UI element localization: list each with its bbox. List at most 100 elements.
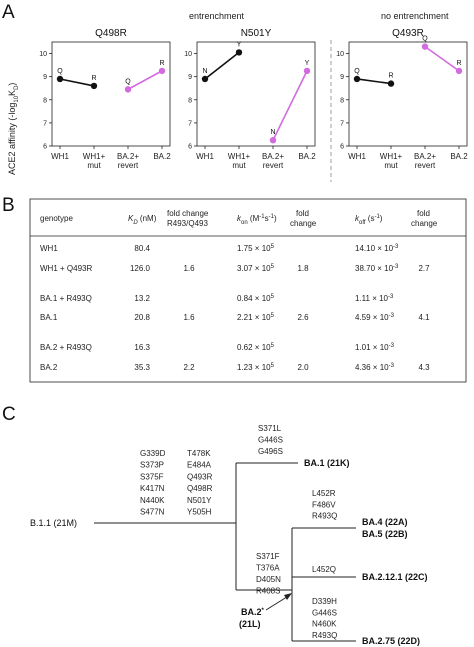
y-tick-label: 7	[188, 120, 192, 127]
leaf-ba1: BA.1 (21K)	[304, 458, 350, 468]
cell-kon: 2.21 × 105	[237, 313, 275, 322]
leaf-ba275: BA.2.75 (22D)	[362, 636, 420, 646]
y-tick-label: 10	[336, 51, 344, 58]
mutation-label: T376A	[256, 564, 280, 573]
y-tick-label: 9	[43, 74, 47, 81]
cell-genotype: WH1	[40, 244, 58, 253]
point-label: N	[202, 68, 207, 75]
mutations-ba45: L452R F486V R493Q	[312, 489, 337, 521]
cell-koff: 4.36 × 10-3	[355, 363, 395, 372]
header-koff: koff (s-1)	[355, 214, 383, 226]
mutation-label: N460K	[312, 620, 337, 629]
cell-fold-koff: 4.1	[418, 313, 430, 322]
mutations-ba2: S371F T376A D405N R408S	[256, 552, 281, 596]
table-row: WH1 80.4 1.75 × 105 14.10 × 10-3	[40, 244, 399, 253]
y-tick-label: 9	[340, 74, 344, 81]
x-tick-label: BA.2+	[117, 152, 139, 161]
point-label: R	[456, 60, 461, 67]
mutation-label: F486V	[312, 500, 336, 509]
mutation-label: Y505H	[187, 508, 212, 517]
cell-kon: 3.07 × 105	[237, 264, 275, 273]
mutation-label: E484A	[187, 461, 212, 470]
panel-label-c: C	[2, 404, 16, 425]
mutations-ba2121: L452Q	[312, 565, 336, 574]
mutation-label: T478K	[187, 449, 211, 458]
mutation-label: S371F	[256, 552, 280, 561]
mutation-label: G339D	[140, 449, 166, 458]
panel-label-b: B	[2, 195, 15, 216]
cell-koff: 38.70 × 10-3	[355, 264, 399, 273]
y-tick-label: 10	[184, 51, 192, 58]
cell-fold-kon: 1.8	[297, 264, 309, 273]
series-line	[127, 70, 163, 91]
cell-kon: 1.75 × 105	[237, 244, 275, 253]
header-fold-change-2b: change	[290, 219, 317, 228]
data-point	[124, 86, 132, 93]
cell-genotype: BA.2	[40, 363, 58, 372]
point-label: R	[91, 75, 96, 82]
mutation-label: S373P	[140, 461, 164, 470]
data-point	[303, 67, 311, 75]
x-tick-label: mut	[384, 161, 398, 170]
x-tick-label: BA.2	[153, 152, 171, 161]
header-fold-change-3b: change	[411, 219, 438, 228]
chart-title: Q498R	[95, 28, 127, 39]
plot-frame	[348, 41, 468, 147]
plot-frame	[196, 41, 316, 147]
cell-kon: 1.23 × 105	[237, 363, 275, 372]
leaf-ba2121: BA.2.12.1 (22C)	[362, 572, 428, 582]
mutation-label: D405N	[256, 575, 281, 584]
y-tick-label: 8	[43, 97, 47, 104]
y-tick-label: 10	[39, 51, 47, 58]
chart-n501y: N501Y 6 7 8 9 10 WH1 WH1+mut BA.2+revert BA.2 N Y N Y	[184, 28, 316, 170]
header-genotype: genotype	[40, 214, 73, 223]
cell-kon: 0.84 × 105	[237, 294, 275, 303]
data-point	[235, 49, 243, 56]
mutations-ba275: D339H G446S N460K R493Q	[312, 597, 337, 640]
header-fold-change-1b: R493/Q493	[167, 219, 208, 228]
header-kon: kon (M-1s-1)	[237, 214, 277, 226]
point-label: Q	[422, 36, 428, 43]
table-row: BA.2 35.3 2.2 1.23 × 105 2.0 4.36 × 10-3 4.3	[40, 363, 430, 372]
series-line	[356, 78, 392, 85]
mutation-label: R493Q	[312, 631, 337, 640]
header-fold-change-3a: fold	[417, 209, 430, 218]
cell-genotype: WH1 + Q493R	[40, 264, 92, 273]
mutation-label: L452R	[312, 489, 336, 498]
x-tick-label: WH1	[196, 152, 214, 161]
x-tick-label: BA.2+	[414, 152, 436, 161]
point-label: N	[270, 129, 275, 136]
y-tick-label: 6	[43, 144, 47, 151]
mutation-label: Q493R	[187, 472, 213, 481]
x-tick-label: WH1+	[83, 152, 106, 161]
x-tick-label: WH1	[51, 152, 69, 161]
chart-q493r: Q493R 6 7 8 9 10 WH1 WH1+mut BA.2+revert BA.2 Q R Q R	[336, 28, 468, 170]
series-line	[424, 45, 460, 72]
cell-fold-kd: 1.6	[183, 264, 195, 273]
table-row: BA.1 + R493Q 13.2 0.84 × 105 1.11 × 10-3	[40, 294, 394, 303]
cell-kd: 35.3	[134, 363, 150, 372]
cell-fold-kd: 1.6	[183, 313, 195, 322]
x-tick-label: revert	[118, 161, 139, 170]
mutations-trunk-col1: G339D S373P S375F K417N N440K S477N	[140, 449, 166, 517]
cell-kd: 80.4	[134, 244, 150, 253]
series-line	[272, 70, 308, 141]
mutation-label: N440K	[140, 496, 165, 505]
mutation-label: D339H	[312, 597, 337, 606]
y-tick-label: 6	[188, 144, 192, 151]
cell-kd: 16.3	[134, 343, 150, 352]
cell-koff: 1.01 × 10-3	[355, 343, 395, 352]
header-kd: KD (nM)	[128, 214, 157, 226]
table-body: WH1 80.4 1.75 × 105 14.10 × 10-3 WH1 + Q493R…	[40, 244, 430, 372]
leaf-ba4: BA.4 (22A)	[362, 517, 408, 527]
y-tick-label: 8	[340, 97, 344, 104]
y-tick-label: 7	[340, 120, 344, 127]
header-fold-change-1a: fold change	[167, 209, 209, 218]
data-point	[269, 137, 277, 144]
data-point	[90, 82, 98, 90]
data-point	[455, 67, 463, 75]
y-tick-label: 8	[188, 97, 192, 104]
header-entrenchment: entrenchment	[189, 11, 245, 21]
phylogeny-tree	[94, 462, 356, 642]
y-tick-label: 6	[340, 144, 344, 151]
